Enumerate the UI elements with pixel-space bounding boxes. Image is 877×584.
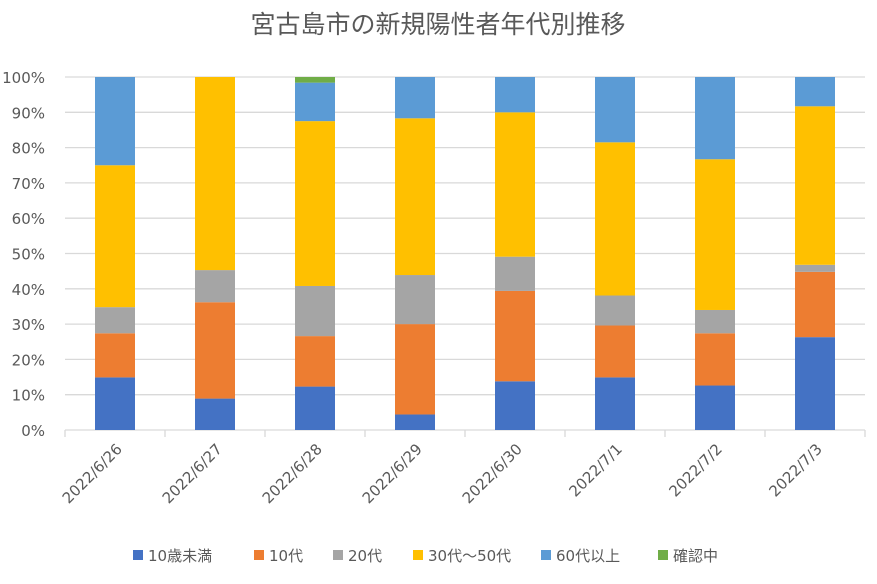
legend-label: 10代 [269, 547, 303, 565]
bar-segment-0 [695, 385, 735, 430]
bar-segment-1 [295, 336, 335, 387]
bar-segment-1 [395, 324, 435, 415]
legend-swatch [658, 550, 668, 560]
legend-label: 20代 [348, 547, 382, 565]
legend-label: 60代以上 [556, 547, 620, 565]
y-tick-label: 70% [12, 175, 45, 193]
bar-segment-2 [395, 275, 435, 325]
legend-swatch [413, 550, 423, 560]
legend-swatch [254, 550, 264, 560]
bar-segment-4 [495, 77, 535, 113]
y-tick-label: 100% [2, 69, 45, 87]
x-tick-label: 2022/6/28 [259, 440, 326, 507]
bar-segment-0 [495, 381, 535, 430]
bar-segment-3 [295, 121, 335, 286]
x-tick-label: 2022/7/1 [565, 440, 625, 500]
bar-segment-4 [395, 77, 435, 119]
bar-segment-2 [595, 295, 635, 326]
bar-segment-4 [795, 77, 835, 107]
bar-segment-3 [595, 142, 635, 296]
bar-segment-0 [295, 386, 335, 430]
bar-segment-4 [295, 82, 335, 122]
bar-segment-4 [595, 77, 635, 143]
bar-segment-1 [795, 271, 835, 338]
y-tick-label: 10% [12, 387, 45, 405]
legend-swatch [333, 550, 343, 560]
bar-segment-1 [695, 333, 735, 386]
y-tick-label: 30% [12, 316, 45, 334]
bar-segment-3 [95, 165, 135, 308]
x-tick-label: 2022/7/3 [765, 440, 825, 500]
bar-segment-3 [695, 159, 735, 310]
bar-segment-1 [195, 302, 235, 399]
bar-segment-0 [195, 398, 235, 430]
bar-segment-2 [295, 285, 335, 337]
bar-segment-0 [95, 377, 135, 430]
bar-segment-4 [95, 77, 135, 166]
legend-swatch [133, 550, 143, 560]
bar-segment-3 [195, 77, 235, 271]
bar-segment-2 [795, 264, 835, 272]
y-tick-label: 60% [12, 210, 45, 228]
bar-segment-4 [695, 77, 735, 160]
bar-segment-0 [395, 414, 435, 430]
bar-segment-2 [495, 256, 535, 291]
bar-segment-1 [495, 290, 535, 382]
bar-segment-0 [795, 337, 835, 430]
y-tick-label: 90% [12, 104, 45, 122]
bar-segment-5 [295, 77, 335, 83]
bar-segment-0 [595, 377, 635, 430]
bar-segment-3 [495, 112, 535, 257]
legend-label: 30代～50代 [428, 547, 511, 565]
x-tick-label: 2022/6/30 [459, 440, 526, 507]
bar-segment-3 [795, 106, 835, 265]
bar-segment-2 [695, 309, 735, 334]
bar-segment-3 [395, 118, 435, 276]
legend-swatch [541, 550, 551, 560]
chart-title: 宮古島市の新規陽性者年代別推移 [250, 10, 625, 39]
legend-label: 確認中 [673, 547, 718, 565]
y-tick-label: 20% [12, 351, 45, 369]
x-tick-label: 2022/6/26 [59, 440, 126, 507]
x-tick-label: 2022/6/27 [159, 440, 226, 507]
bar-segment-2 [195, 270, 235, 303]
y-tick-label: 50% [12, 246, 45, 264]
legend-label: 10歳未満 [148, 547, 212, 565]
y-tick-label: 0% [21, 422, 45, 440]
y-tick-label: 80% [12, 140, 45, 158]
x-tick-label: 2022/6/29 [359, 440, 426, 507]
bar-segment-1 [595, 325, 635, 378]
y-tick-label: 40% [12, 281, 45, 299]
bar-segment-1 [95, 333, 135, 378]
x-tick-label: 2022/7/2 [665, 440, 725, 500]
bar-segment-2 [95, 307, 135, 334]
